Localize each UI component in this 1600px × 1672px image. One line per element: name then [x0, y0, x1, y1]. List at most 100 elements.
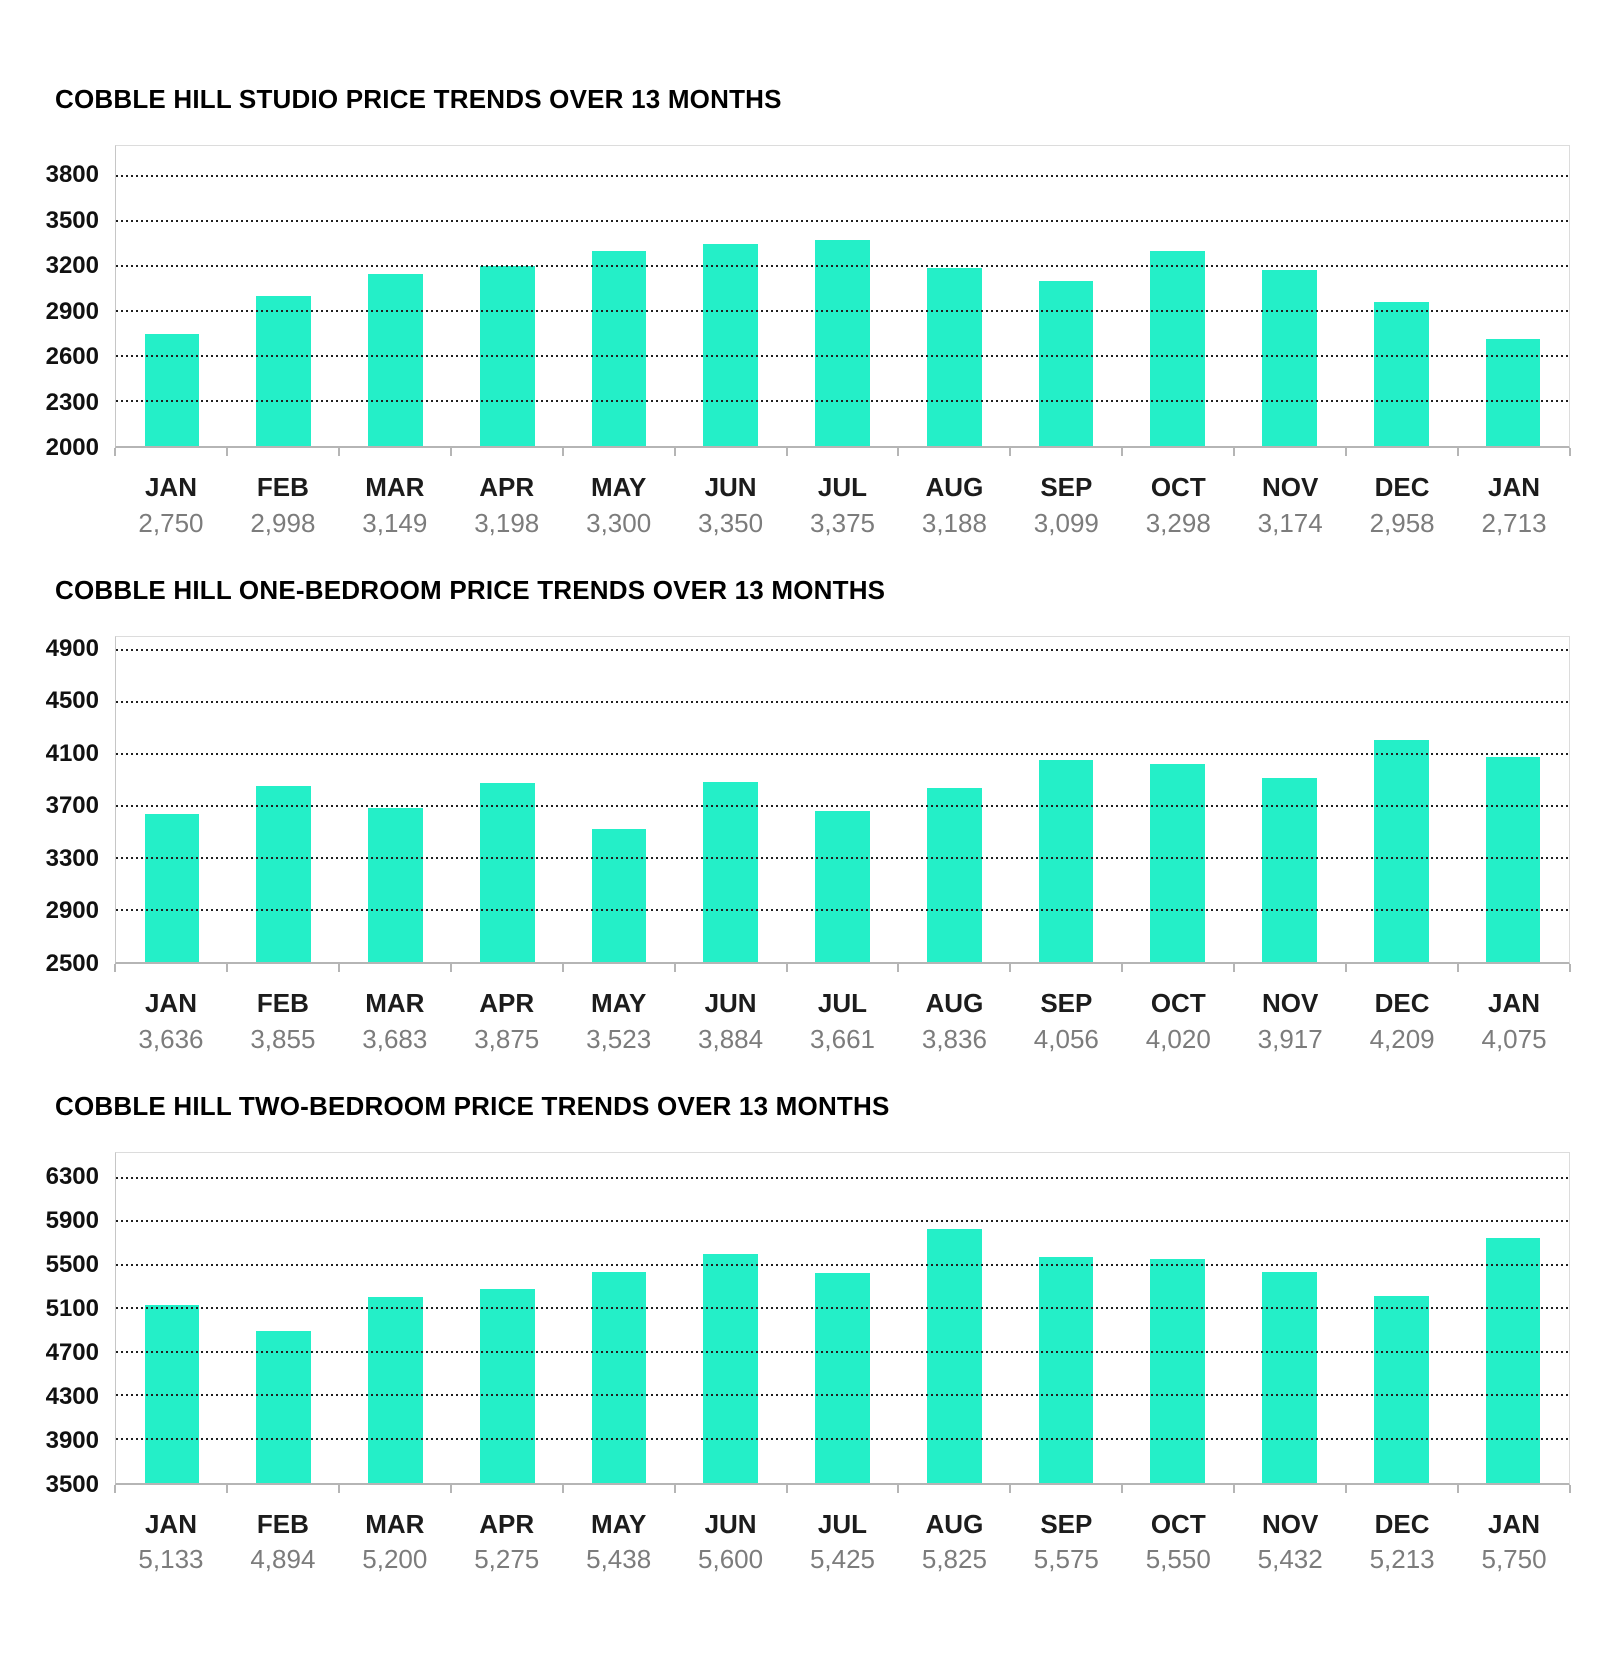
- month-label: MAR: [365, 472, 425, 502]
- value-label: 2,958: [1369, 507, 1435, 538]
- bar: [1373, 302, 1429, 446]
- bar: [815, 1272, 870, 1483]
- value-label: 2,713: [1481, 507, 1547, 538]
- y-tick-label: 5900: [45, 1206, 99, 1234]
- value-label: 3,174: [1257, 507, 1323, 538]
- month-label: JUL: [817, 472, 868, 502]
- chart-title-two-bedroom: COBBLE HILL TWO-BEDROOM PRICE TRENDS OVE…: [55, 1090, 890, 1121]
- bar: [1373, 1296, 1429, 1483]
- bar: [703, 243, 759, 446]
- bar: [1262, 777, 1317, 962]
- value-label: 5,425: [809, 1544, 876, 1575]
- gridline: [116, 310, 1569, 312]
- x-axis-tick: [1569, 963, 1571, 972]
- value-label: 5,600: [698, 1544, 764, 1575]
- x-label-group: JAN 3,636: [115, 988, 227, 1055]
- x-axis-tick: [1233, 448, 1236, 456]
- x-axis-tick: [1345, 1484, 1348, 1493]
- x-axis-tick: [1121, 963, 1124, 972]
- chart-title-one-bedroom: COBBLE HILL ONE-BEDROOM PRICE TRENDS OVE…: [55, 574, 886, 605]
- bar: [591, 1271, 647, 1483]
- x-axis-tick: [1569, 448, 1571, 456]
- bar: [144, 1304, 200, 1483]
- month-label: SEP: [1040, 1508, 1093, 1539]
- chart-body: 3800 3500 3200 2900 2600 2300 2000: [0, 145, 1600, 460]
- bar: [815, 810, 870, 962]
- x-label-group: JAN 2,713: [1458, 472, 1570, 539]
- x-labels: JAN 2,750 FEB 2,998 MAR 3,149 APR 3,198 MAY 3,300…: [115, 472, 1570, 539]
- month-label: OCT: [1150, 1508, 1206, 1539]
- x-label-group: JUL 3,375: [787, 472, 899, 539]
- bar-slot: [563, 146, 675, 446]
- x-axis-tick: [897, 963, 900, 972]
- x-axis-tick: [114, 448, 116, 456]
- value-label: 5,213: [1369, 1544, 1435, 1575]
- bar: [1485, 1237, 1541, 1483]
- x-label-group: APR 5,275: [451, 1508, 563, 1576]
- month-label: APR: [479, 1508, 535, 1539]
- x-axis-tick: [1233, 963, 1236, 972]
- gridline: [116, 220, 1569, 222]
- value-label: 5,432: [1257, 1544, 1323, 1575]
- y-tick-label: 3300: [45, 844, 99, 872]
- bar-slot: [1234, 637, 1346, 962]
- y-tick-label: 3500: [45, 1470, 99, 1498]
- month-label: JAN: [144, 472, 197, 502]
- x-label-group: DEC 2,958: [1346, 472, 1458, 539]
- value-label: 2,750: [138, 507, 204, 538]
- value-label: 5,825: [921, 1544, 987, 1575]
- gridline: [116, 1350, 1569, 1353]
- bar: [368, 1297, 423, 1483]
- value-label: 5,200: [362, 1544, 428, 1575]
- x-label-group: SEP 3,099: [1010, 472, 1122, 539]
- bar-slot: [228, 637, 340, 962]
- month-label: JUN: [704, 987, 757, 1018]
- month-label: JUN: [704, 472, 757, 502]
- x-axis-tick: [1009, 963, 1012, 972]
- month-label: JUL: [817, 987, 868, 1018]
- x-label-group: MAR 3,149: [339, 472, 451, 539]
- value-label: 3,523: [586, 1023, 652, 1054]
- y-axis: 4900 4500 4100 3700 3300 2900 2500: [0, 636, 115, 975]
- y-tick-label: 2300: [45, 388, 99, 416]
- x-axis-tick: [561, 448, 564, 456]
- month-label: JUL: [817, 1508, 868, 1539]
- bar: [926, 788, 982, 962]
- x-label-group: JAN 4,075: [1458, 988, 1570, 1055]
- month-label: FEB: [256, 472, 309, 502]
- y-tick-label: 3500: [45, 206, 99, 234]
- month-label: OCT: [1150, 987, 1206, 1018]
- bar: [1262, 1272, 1317, 1483]
- y-tick-label: 4300: [45, 1382, 99, 1410]
- x-axis-tick: [561, 963, 564, 972]
- bar-slot: [675, 146, 787, 446]
- bar-slot: [340, 637, 452, 962]
- bar-slot: [898, 637, 1010, 962]
- y-tick-label: 6300: [45, 1162, 99, 1190]
- plot-area: [115, 1151, 1570, 1485]
- gridline: [116, 1220, 1569, 1223]
- bar: [703, 1253, 759, 1483]
- x-axis-tick: [1569, 1484, 1571, 1493]
- gridline: [116, 175, 1569, 177]
- month-label: DEC: [1374, 987, 1430, 1018]
- x-label-group: NOV 3,917: [1234, 988, 1346, 1055]
- y-tick-label: 4700: [45, 1338, 99, 1366]
- value-label: 3,298: [1145, 507, 1211, 538]
- bar-slot: [228, 1153, 340, 1483]
- bar: [1150, 251, 1206, 446]
- value-label: 3,300: [586, 507, 652, 538]
- y-tick-label: 2600: [45, 343, 99, 371]
- value-label: 3,375: [809, 507, 876, 538]
- bar: [256, 785, 312, 962]
- bar-slot: [1345, 1153, 1457, 1483]
- y-tick-label: 4500: [45, 687, 99, 715]
- bar-slot: [675, 1153, 787, 1483]
- y-tick-label: 2900: [45, 897, 99, 925]
- gridline: [116, 908, 1569, 911]
- value-label: 3,661: [809, 1023, 876, 1054]
- x-axis-tick: [1457, 448, 1460, 456]
- bar-slot: [1010, 1153, 1122, 1483]
- x-label-group: JUN 5,600: [675, 1509, 787, 1576]
- bars: [116, 637, 1569, 962]
